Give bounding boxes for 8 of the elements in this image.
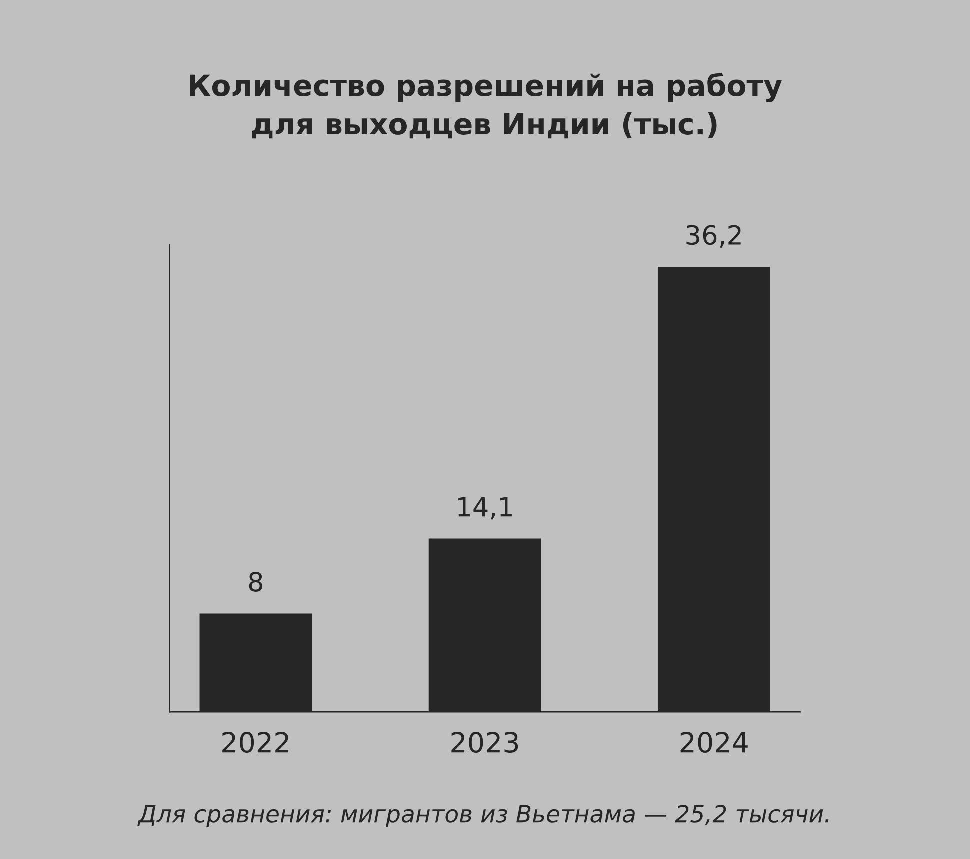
text: Для сравнения: мигрантов из Вьетнама — 25,2 тысячи.	[138, 805, 828, 828]
data-label: 36,2	[686, 225, 741, 248]
x-tick-label: 2022	[222, 732, 288, 754]
x-tick-label: 2023	[452, 732, 518, 754]
chart-title: Количество разрешений на работу для выходцев Индии (тыс.)	[190, 73, 782, 139]
data-label: 8	[249, 572, 262, 592]
x-tick-label: 2024	[680, 732, 748, 754]
data-label: 14,1	[458, 497, 512, 520]
